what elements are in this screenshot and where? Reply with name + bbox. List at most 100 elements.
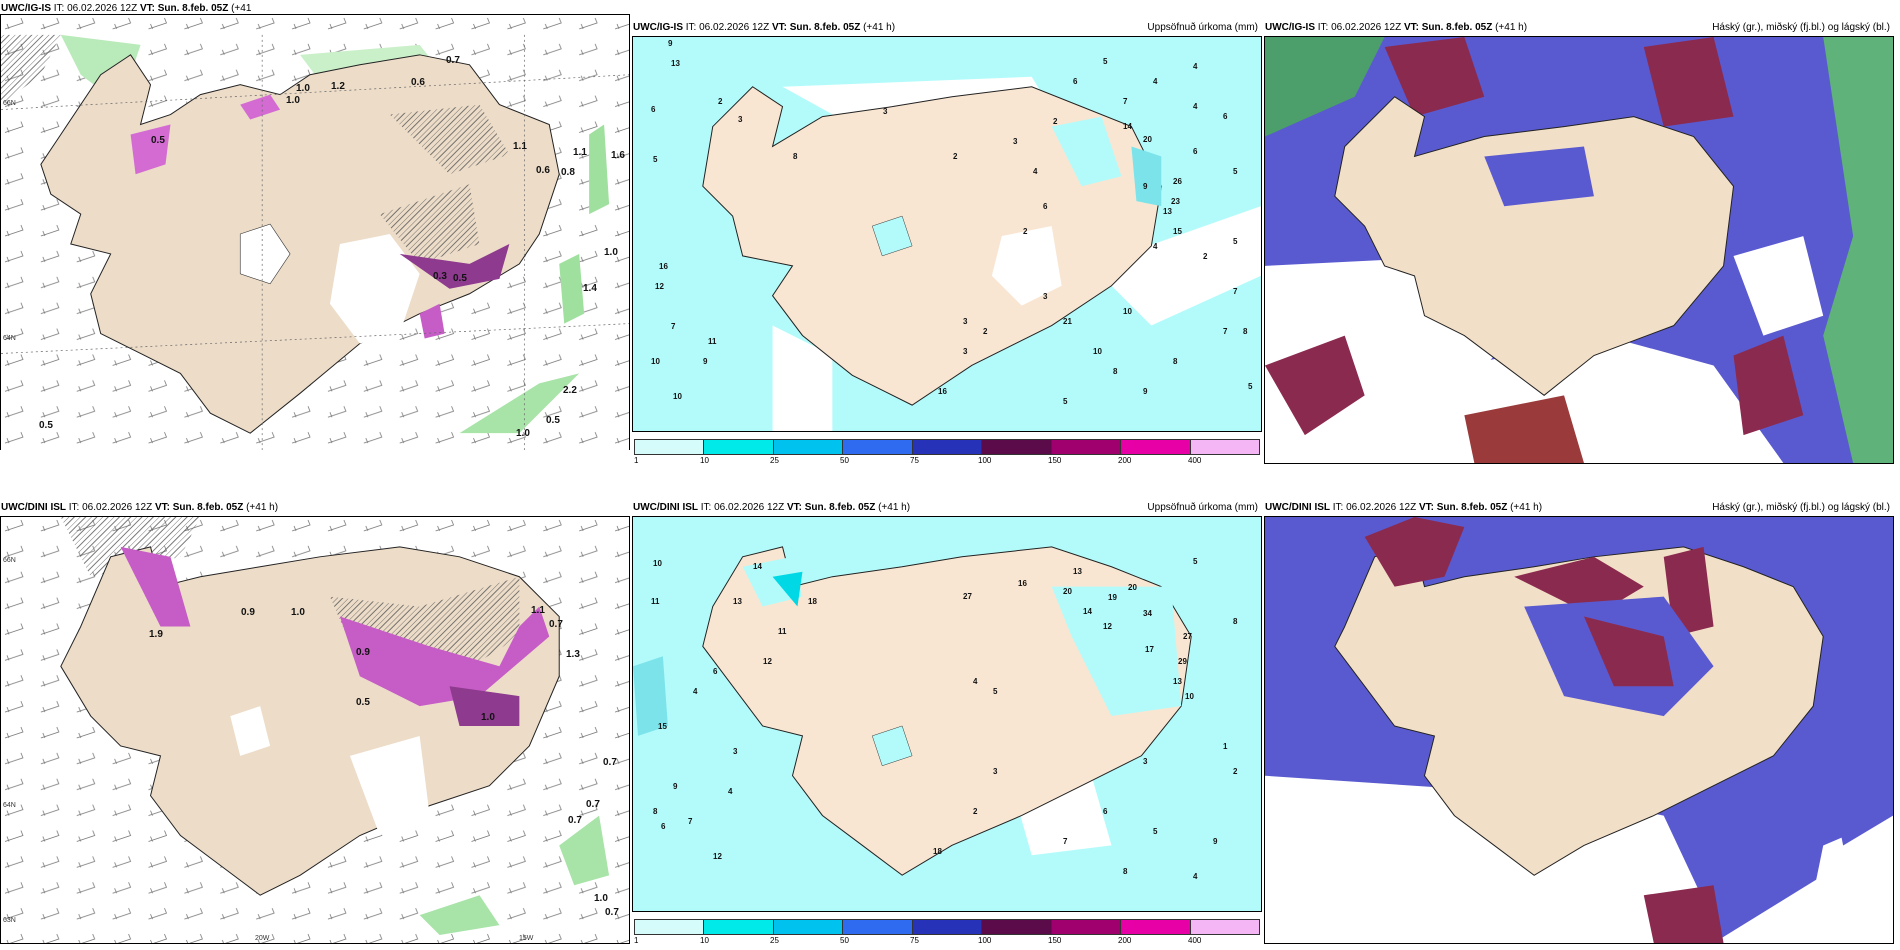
precip-value: 4 (1193, 62, 1198, 71)
precip-value: 13 (733, 597, 742, 606)
legend-label: 25 (770, 936, 779, 945)
precip-value: 19 (1108, 593, 1117, 602)
panel-title: UWC/DINI ISL IT: 06.02.2026 12Z VT: Sun.… (1265, 502, 1543, 513)
map-area[interactable]: 10 11 13 14 18 11 12 15 6 4 3 9 8 6 7 27… (632, 516, 1262, 912)
lat-label: 66N (3, 100, 16, 107)
precip-value: 7 (1063, 837, 1068, 846)
precip-value: 27 (1183, 632, 1192, 641)
precip-value: 5 (653, 155, 658, 164)
precip-value: 6 (661, 822, 666, 831)
precip-value: 15 (1173, 227, 1182, 236)
precip-value: 13 (1173, 677, 1182, 686)
panel-title: UWC/IG-IS IT: 06.02.2026 12Z VT: Sun. 8.… (633, 22, 896, 33)
legend-label: 50 (840, 456, 849, 465)
panel-ig-precip: UWC/IG-IS IT: 06.02.2026 12Z VT: Sun. 8.… (632, 0, 1262, 465)
legend-swatch (982, 440, 1052, 454)
precip-value: 1 (1223, 742, 1228, 751)
precip-value: 12 (1103, 622, 1112, 631)
legend-swatch (1190, 440, 1259, 454)
wind-label: 0.7 (549, 619, 563, 630)
legend-label: 75 (910, 936, 919, 945)
precip-value: 9 (673, 782, 678, 791)
precip-value: 9 (1143, 387, 1148, 396)
precip-value: 2 (718, 97, 723, 106)
legend-swatch (1121, 920, 1191, 934)
precip-value: 11 (651, 597, 660, 606)
iceland-map (1, 517, 629, 943)
wind-label: 0.7 (586, 799, 600, 810)
precip-value: 6 (1103, 807, 1108, 816)
panel-title: UWC/DINI ISL IT: 06.02.2026 12Z VT: Sun.… (633, 502, 911, 513)
precip-value: 9 (1143, 182, 1148, 191)
legend-label: 50 (840, 936, 849, 945)
wind-label: 1.0 (286, 95, 300, 106)
map-area[interactable]: 9 13 6 5 2 3 8 16 12 7 11 10 9 10 3 2 6 … (632, 36, 1262, 432)
legend-label: 25 (770, 456, 779, 465)
precip-value: 5 (1248, 382, 1253, 391)
precip-value: 26 (1173, 177, 1182, 186)
precip-value: 14 (1123, 122, 1132, 131)
precip-value: 10 (1185, 692, 1194, 701)
wind-label: 1.1 (513, 141, 527, 152)
map-area[interactable]: 1.9 0.9 1.0 1.1 0.7 1.3 0.9 0.5 1.0 0.7 … (0, 516, 630, 944)
legend-swatch (773, 440, 844, 454)
wind-label: 0.5 (39, 420, 53, 431)
precip-map (633, 37, 1261, 431)
map-area[interactable] (1264, 516, 1894, 944)
wind-label: 0.6 (536, 165, 550, 176)
wind-label: 0.5 (546, 415, 560, 426)
legend-swatch (912, 440, 983, 454)
precip-value: 11 (778, 627, 787, 636)
wind-label: 0.5 (356, 697, 370, 708)
precip-value: 2 (983, 327, 988, 336)
precip-value: 8 (793, 152, 798, 161)
panel-title: UWC/IG-IS IT: 06.02.2026 12Z VT: Sun. 8.… (1265, 22, 1528, 33)
map-area[interactable]: 0.7 0.6 1.0 1.2 1.0 0.8 0.5 0.6 1.1 1.6 … (0, 14, 630, 450)
precip-value: 9 (668, 39, 673, 48)
precip-value: 10 (653, 559, 662, 568)
precip-value: 11 (708, 337, 717, 346)
legend-label: 1 (634, 456, 639, 465)
legend-swatch (635, 440, 705, 454)
lon-label: 20W (255, 935, 270, 942)
precip-value: 20 (1143, 135, 1152, 144)
wind-label: 0.7 (603, 757, 617, 768)
map-area[interactable] (1264, 36, 1894, 464)
legend-swatch (843, 440, 913, 454)
precip-value: 4 (1033, 167, 1038, 176)
iceland-landmass (40, 54, 560, 434)
precip-value: 9 (1213, 837, 1218, 846)
precip-value: 3 (963, 347, 968, 356)
wind-label: 1.0 (481, 712, 495, 723)
legend-swatch (773, 920, 844, 934)
wind-label: 1.1 (573, 147, 587, 158)
precip-value: 2 (973, 807, 978, 816)
precip-value: 8 (1173, 357, 1178, 366)
wind-label: 1.0 (291, 607, 305, 618)
precip-value: 3 (1143, 757, 1148, 766)
legend-swatch (982, 920, 1052, 934)
precip-value: 5 (1233, 167, 1238, 176)
precip-value: 4 (693, 687, 698, 696)
precip-value: 3 (963, 317, 968, 326)
legend-label: 100 (978, 936, 992, 945)
precip-value: 3 (993, 767, 998, 776)
precip-value: 5 (1153, 827, 1158, 836)
precip-legend: 1 10 25 50 75 100 150 200 400 (632, 439, 1262, 465)
legend-label: 150 (1048, 456, 1062, 465)
precip-value: 18 (933, 847, 942, 856)
precip-value: 7 (1223, 327, 1228, 336)
precip-value: 3 (738, 115, 743, 124)
precip-value: 4 (1193, 102, 1198, 111)
legend-label: 10 (700, 936, 709, 945)
precip-value: 5 (1103, 57, 1108, 66)
precip-value: 2 (1023, 227, 1028, 236)
wind-label: 1.1 (531, 605, 545, 616)
lat-label: 64N (3, 335, 16, 342)
precip-value: 3 (1043, 292, 1048, 301)
panel-subtitle: Uppsöfnuð úrkoma (mm) (1147, 502, 1258, 513)
precip-value: 3 (883, 107, 888, 116)
precip-value: 34 (1143, 609, 1152, 618)
lat-label: 66N (3, 557, 16, 564)
panel-dini-precip: UWC/DINI ISL IT: 06.02.2026 12Z VT: Sun.… (632, 480, 1262, 945)
